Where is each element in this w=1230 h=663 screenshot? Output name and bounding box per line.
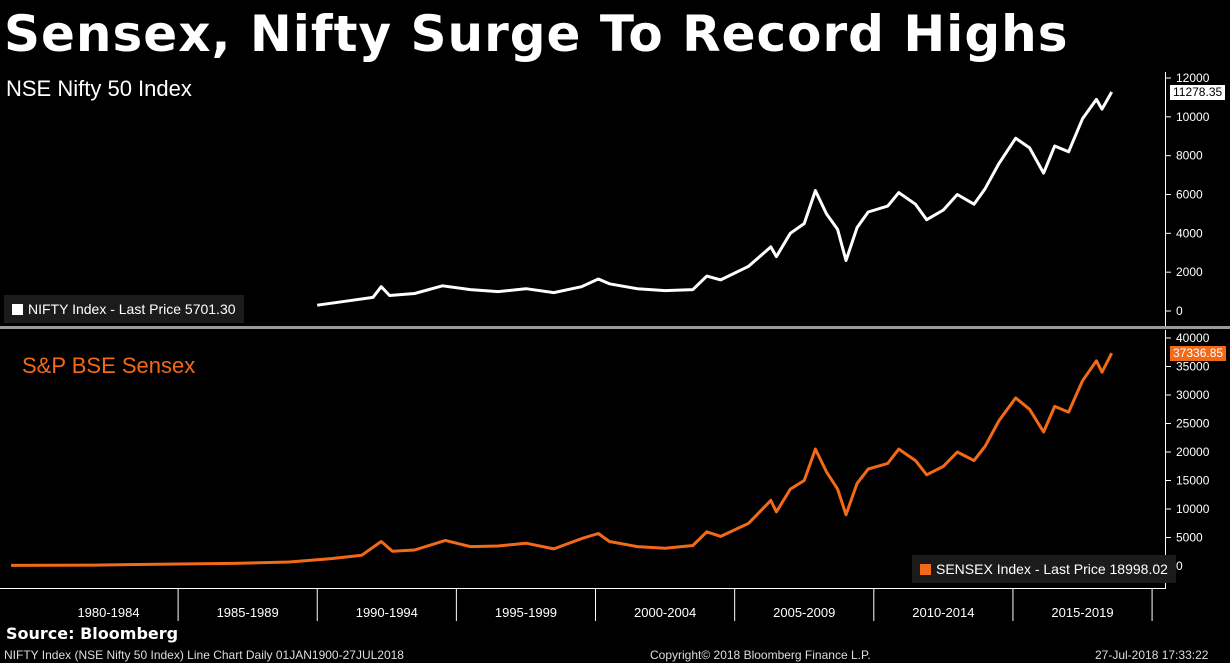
nifty-y-tick-label: 8000	[1176, 149, 1203, 163]
nifty-series-line	[316, 91, 1114, 307]
sensex-y-tick-label: 20000	[1176, 445, 1210, 459]
sensex-legend-swatch	[920, 564, 931, 575]
nifty-y-tick-label: 12000	[1176, 71, 1210, 85]
sensex-y-ticks: 0 5000 10000 15000 20000 25000 30000 35000 40000	[1166, 331, 1210, 573]
x-axis-label: 1995-1999	[495, 605, 557, 620]
nifty-y-ticks: 0 2000 4000 6000 8000 10000 12000	[1166, 71, 1210, 318]
nifty-panel-title: NSE Nifty 50 Index	[6, 76, 192, 101]
sensex-y-tick-label: 15000	[1176, 474, 1210, 488]
headline: Sensex, Nifty Surge To Record Highs	[4, 5, 1069, 63]
sensex-y-tick-label: 10000	[1176, 502, 1210, 516]
nifty-y-tick-label: 10000	[1176, 110, 1210, 124]
sensex-last-value-badge: 37336.85	[1170, 346, 1227, 361]
sensex-legend-label: SENSEX Index - Last Price 18998.02	[936, 561, 1168, 577]
nifty-y-tick-label: 6000	[1176, 188, 1203, 202]
sensex-y-tick-label: 40000	[1176, 331, 1210, 345]
x-axis: 1980-1984 1985-1989 1990-1994 1995-1999 2000…	[77, 589, 1153, 621]
x-axis-label: 2000-2004	[634, 605, 696, 620]
sensex-y-tick-label: 35000	[1176, 360, 1210, 374]
x-axis-label: 1980-1984	[77, 605, 139, 620]
nifty-legend-swatch	[12, 304, 23, 315]
source-label: Source: Bloomberg	[6, 624, 179, 643]
x-axis-label: 1990-1994	[356, 605, 418, 620]
nifty-y-tick-label: 0	[1176, 304, 1183, 318]
sensex-y-tick-label: 0	[1176, 559, 1183, 573]
x-axis-label: 2005-2009	[773, 605, 835, 620]
nifty-y-tick-label: 4000	[1176, 226, 1203, 240]
nifty-legend: NIFTY Index - Last Price 5701.30	[4, 295, 244, 323]
nifty-legend-label: NIFTY Index - Last Price 5701.30	[28, 301, 236, 317]
footer-timestamp: 27-Jul-2018 17:33:22	[1095, 648, 1209, 662]
footer-description: NIFTY Index (NSE Nifty 50 Index) Line Ch…	[4, 648, 404, 662]
sensex-y-tick-label: 30000	[1176, 388, 1210, 402]
x-axis-label: 1985-1989	[217, 605, 279, 620]
sensex-legend: SENSEX Index - Last Price 18998.02	[912, 555, 1176, 583]
nifty-y-tick-label: 2000	[1176, 265, 1203, 279]
x-axis-label: 2015-2019	[1051, 605, 1113, 620]
x-axis-label: 2010-2014	[912, 605, 974, 620]
sensex-y-tick-label: 25000	[1176, 417, 1210, 431]
sensex-series-line	[11, 352, 1114, 567]
sensex-panel-title: S&P BSE Sensex	[22, 353, 196, 378]
sensex-y-tick-label: 5000	[1176, 531, 1203, 545]
nifty-last-value-badge: 11278.35	[1170, 85, 1226, 100]
footer-copyright: Copyright© 2018 Bloomberg Finance L.P.	[650, 648, 871, 662]
